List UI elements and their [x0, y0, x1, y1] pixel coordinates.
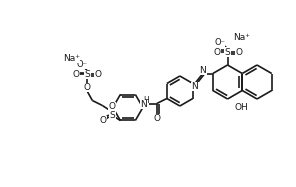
Text: O: O [213, 47, 220, 56]
Text: H: H [143, 96, 149, 105]
Text: O: O [73, 70, 80, 79]
Text: S: S [225, 47, 230, 56]
Text: S: S [84, 70, 90, 79]
Text: O: O [95, 70, 102, 79]
Text: Na⁺: Na⁺ [63, 54, 80, 63]
Text: O: O [109, 102, 116, 111]
Text: N: N [141, 100, 147, 109]
Text: Na⁺: Na⁺ [233, 33, 250, 42]
Text: O⁻: O⁻ [77, 60, 88, 69]
Text: O: O [100, 116, 107, 125]
Text: N: N [192, 82, 198, 91]
Text: O: O [153, 114, 160, 123]
Text: O: O [235, 47, 242, 56]
Text: S: S [110, 111, 115, 120]
Text: OH: OH [235, 102, 248, 111]
Text: O⁻: O⁻ [214, 38, 225, 47]
Text: N: N [200, 66, 206, 75]
Text: O: O [84, 83, 91, 92]
